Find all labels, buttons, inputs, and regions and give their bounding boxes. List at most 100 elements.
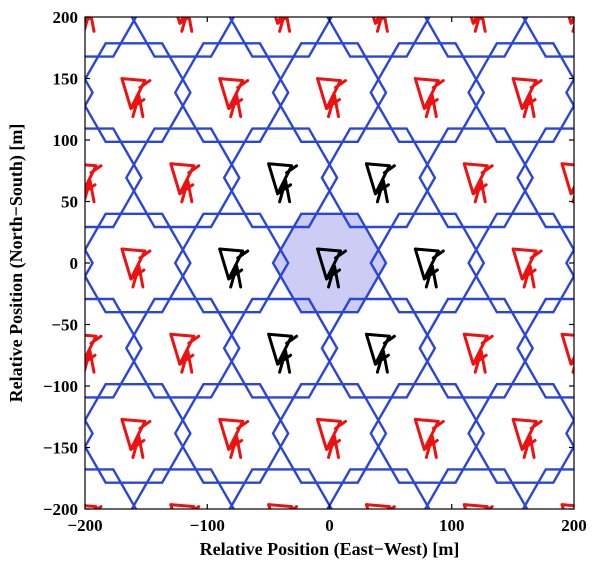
y-tick-label: −100 <box>43 377 78 396</box>
hexagon-cell <box>85 17 138 58</box>
antenna-icon <box>120 77 152 119</box>
antenna-icon <box>274 17 292 33</box>
hexagon-cell <box>222 127 339 229</box>
antenna-markers <box>24 17 574 509</box>
y-axis-title: Relative Position (North−South) [m] <box>6 124 27 403</box>
x-tick-label: 200 <box>561 516 587 535</box>
hexagon-cell <box>228 468 333 509</box>
antenna-icon <box>267 332 299 374</box>
hexagon-cell <box>516 127 574 229</box>
antenna-icon <box>511 77 543 119</box>
y-axis-tick-labels: −200 −150 −100 −50 0 50 100 150 200 <box>43 8 78 519</box>
antenna-icon <box>511 247 543 289</box>
antenna-icon <box>413 77 445 119</box>
hexagon-cell <box>369 212 486 314</box>
antenna-icon <box>218 77 250 119</box>
antenna-icon <box>169 162 201 204</box>
hexagon-cell <box>320 297 437 399</box>
hexagon-cell <box>326 17 431 58</box>
hexagon-cell <box>85 297 143 399</box>
antenna-icon <box>364 332 396 374</box>
antenna-icon <box>218 247 250 289</box>
hexagon-cell <box>228 17 333 58</box>
antenna-icon <box>169 332 201 374</box>
hexagon-cell <box>173 42 290 143</box>
antenna-icon <box>169 503 201 509</box>
hexagon-cell <box>423 468 529 509</box>
x-tick-label: −100 <box>190 516 225 535</box>
hexagon-cell <box>271 42 388 143</box>
antenna-icon <box>413 417 445 459</box>
hexagon-cell <box>320 127 437 229</box>
antenna-icon <box>267 162 299 204</box>
hexagon-cell <box>85 212 192 314</box>
hexagon-cell <box>173 383 290 484</box>
antenna-icon <box>364 162 396 204</box>
hexagon-cell <box>369 42 486 143</box>
x-tick-label: 0 <box>325 516 334 535</box>
antenna-icon <box>24 249 52 287</box>
antenna-icon <box>176 17 194 33</box>
hexagon-cell <box>326 468 431 509</box>
hexagon-cell <box>173 212 290 314</box>
antenna-icon <box>364 503 396 509</box>
y-tick-label: 150 <box>53 70 79 89</box>
hexagon-cell <box>85 468 138 509</box>
hexagon-cell <box>130 17 236 58</box>
y-tick-label: −200 <box>43 500 78 519</box>
hexagon-cell <box>565 417 574 450</box>
antenna-icon <box>85 163 103 204</box>
hexagon-cell <box>565 76 574 109</box>
hexagon-cell <box>369 383 486 484</box>
hexagon-cell <box>222 297 339 399</box>
y-tick-label: −150 <box>43 439 78 458</box>
hexagon-cell <box>85 127 143 229</box>
antenna-icon <box>24 79 52 117</box>
antenna-icon <box>462 162 494 204</box>
hexagon-cell <box>418 297 535 399</box>
antenna-icon <box>511 417 543 459</box>
hexagon-cell <box>124 297 241 399</box>
x-tick-label: −200 <box>67 516 102 535</box>
x-axis-tick-labels: −200 −100 0 100 200 <box>67 516 586 535</box>
hexagon-cell <box>467 42 574 143</box>
hexagon-cell <box>418 127 535 229</box>
antenna-icon <box>267 503 299 509</box>
x-tick-label: 100 <box>439 516 465 535</box>
antenna-icon <box>316 77 347 119</box>
antenna-icon <box>85 333 103 374</box>
antenna-icon <box>462 503 494 509</box>
hexagon-cell <box>467 212 574 314</box>
antenna-icon <box>120 417 152 459</box>
hexagon-cell <box>565 247 574 279</box>
y-tick-label: 50 <box>61 193 78 212</box>
hexagon-cell <box>467 383 574 484</box>
antenna-icon <box>316 417 347 459</box>
hexagon-cell <box>423 17 529 58</box>
hexagon-cell <box>271 383 388 484</box>
antenna-icon <box>85 17 96 33</box>
antenna-icon <box>218 417 250 459</box>
hexagon-cell <box>130 468 236 509</box>
y-tick-label: 200 <box>53 8 79 27</box>
serving-cell-highlight <box>273 213 386 313</box>
antenna-icon <box>371 17 389 33</box>
hexagon-cell <box>124 127 241 229</box>
antenna-icon <box>120 247 152 289</box>
hexagon-cell <box>85 42 192 143</box>
antenna-icon <box>316 247 347 289</box>
antenna-icon <box>462 332 494 374</box>
hexagon-cell <box>516 297 574 399</box>
axis-ticks <box>84 16 575 510</box>
y-tick-label: 0 <box>70 254 79 273</box>
antenna-icon <box>469 17 487 33</box>
hexagon-cell <box>85 383 192 484</box>
antenna-icon <box>413 247 445 289</box>
y-tick-label: 100 <box>53 131 79 150</box>
hexagon-cell <box>271 212 388 314</box>
x-axis-title: Relative Position (East−West) [m] <box>200 539 460 560</box>
y-tick-label: −50 <box>51 316 78 335</box>
